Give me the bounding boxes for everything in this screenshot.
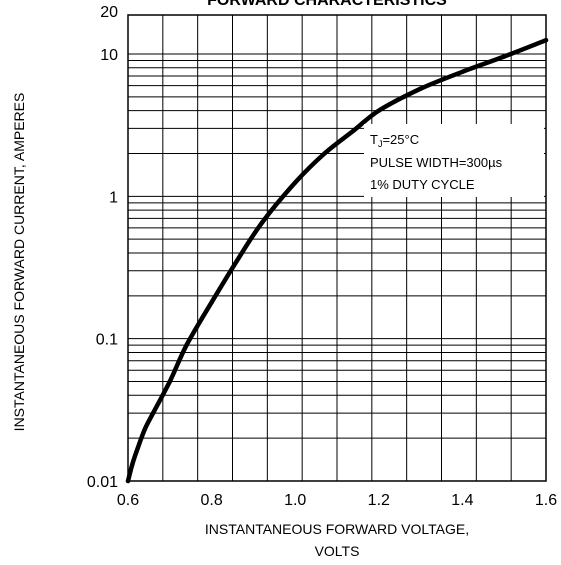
data-point xyxy=(129,462,135,467)
data-point xyxy=(142,427,147,432)
y-tick-label: 1 xyxy=(109,189,118,206)
y-tick-label: 0.1 xyxy=(96,332,118,349)
data-point xyxy=(460,69,465,74)
x-tick-label: 0.6 xyxy=(117,492,139,509)
series-points xyxy=(125,38,549,484)
x-tick-label: 1.4 xyxy=(451,492,473,509)
data-point xyxy=(259,220,264,226)
annotation-pulse-width: PULSE WIDTH=300µs xyxy=(370,155,503,170)
data-point xyxy=(234,259,239,264)
y-tick-label: 20 xyxy=(100,4,118,21)
data-point xyxy=(418,86,423,91)
data-point xyxy=(150,410,156,416)
x-axis-label-line2: VOLTS xyxy=(315,543,360,559)
y-tick-label: 10 xyxy=(100,47,118,64)
data-point xyxy=(376,108,381,113)
chart-title: FORWARD CHARACTERISTICS xyxy=(207,0,447,9)
data-point xyxy=(502,54,507,59)
chart-grid xyxy=(128,15,546,481)
data-point xyxy=(134,449,139,455)
x-tick-label: 1.6 xyxy=(535,492,557,509)
data-point xyxy=(167,379,172,384)
data-point xyxy=(209,300,214,305)
data-point xyxy=(184,342,189,348)
plot-frame xyxy=(127,14,547,482)
x-tick-label: 1.2 xyxy=(368,492,390,509)
tick-labels: 0.6 0.8 1.0 1.2 1.4 1.6 0.01 0.1 1 10 20 xyxy=(87,4,557,509)
annotation-duty-cycle: 1% DUTY CYCLE xyxy=(370,177,475,192)
annotation-tj: TJ=25°C xyxy=(370,132,419,149)
data-point xyxy=(351,128,356,133)
y-axis-label: INSTANTANEOUS FORWARD CURRENT, AMPERES xyxy=(11,93,27,432)
data-point xyxy=(125,478,131,484)
data-point xyxy=(293,180,298,185)
y-tick-label: 0.01 xyxy=(87,474,118,491)
data-point xyxy=(543,38,549,43)
annotation-box xyxy=(364,124,544,197)
data-point xyxy=(322,151,327,156)
x-axis-label-line1: INSTANTANEOUS FORWARD VOLTAGE, xyxy=(205,521,469,537)
x-tick-label: 0.8 xyxy=(200,492,222,509)
x-tick-label: 1.0 xyxy=(284,492,306,509)
